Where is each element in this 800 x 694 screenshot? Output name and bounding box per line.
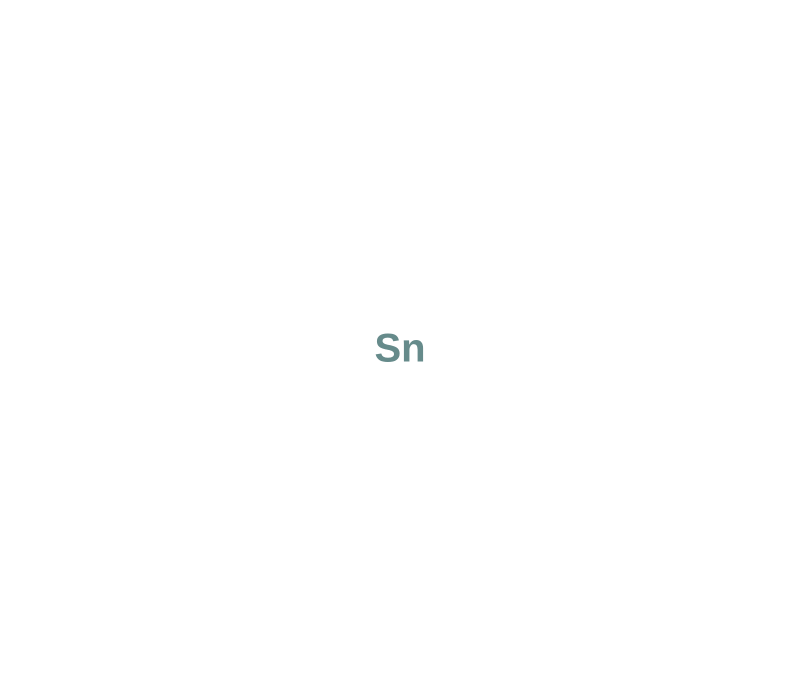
element-symbol-sn: Sn <box>374 327 425 372</box>
molecule-canvas: Sn <box>0 0 800 694</box>
